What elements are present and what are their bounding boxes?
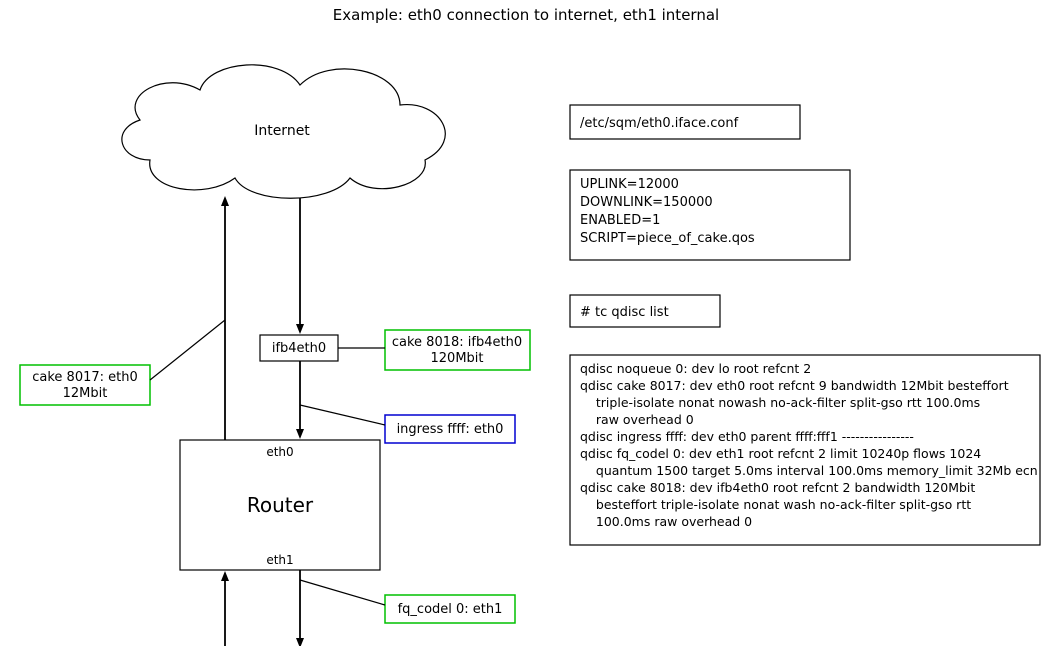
internet-label: Internet [254,123,310,139]
annot-cake8018-l2: 120Mbit [431,351,484,366]
tc-cmd-text: # tc qdisc list [580,305,669,320]
tc-out-g-line: qdisc noqueue 0: dev lo root refcnt 2 [580,361,811,376]
router-eth1-label: eth1 [266,553,293,567]
tc-out-g-line: 100.0ms raw overhead 0 [580,514,752,529]
tc-out-g-line: quantum 1500 target 5.0ms interval 100.0… [580,463,1038,478]
annot-ingress-lead [300,405,385,425]
conf-body-g-line: UPLINK=12000 [580,177,679,192]
ifb-label: ifb4eth0 [272,341,326,356]
router-label: Router [247,493,314,517]
annot-fqcodel-l1: fq_codel 0: eth1 [398,602,503,617]
tc-out-g-line: raw overhead 0 [580,412,694,427]
tc-out-g-line: besteffort triple-isolate nonat wash no-… [580,497,971,512]
annot-fqcodel-lead [300,580,385,605]
diagram-title: Example: eth0 connection to internet, et… [333,6,719,24]
tc-out-g-line: qdisc fq_codel 0: dev eth1 root refcnt 2… [580,446,981,461]
conf-path-text: /etc/sqm/eth0.iface.conf [580,116,739,131]
router-eth0-label: eth0 [266,445,293,459]
annot-ingress-l1: ingress ffff: eth0 [397,422,504,437]
annot-cake8017-l1: cake 8017: eth0 [32,370,138,385]
tc-out-g-line: triple-isolate nonat nowash no-ack-filte… [580,395,980,410]
annot-cake8018-l1: cake 8018: ifb4eth0 [392,335,522,350]
conf-body-g-line: DOWNLINK=150000 [580,195,713,210]
tc-out-g-line: qdisc cake 8018: dev ifb4eth0 root refcn… [580,480,975,495]
conf-body-g-line: SCRIPT=piece_of_cake.qos [580,231,755,246]
diagram-canvas: Example: eth0 connection to internet, et… [0,0,1052,646]
annot-cake8017-lead [150,320,225,380]
annot-cake8017-l2: 12Mbit [63,386,108,401]
tc-out-g-line: qdisc ingress ffff: dev eth0 parent ffff… [580,429,914,444]
tc-out-g-line: qdisc cake 8017: dev eth0 root refcnt 9 … [580,378,1009,393]
conf-body-g-line: ENABLED=1 [580,213,660,228]
